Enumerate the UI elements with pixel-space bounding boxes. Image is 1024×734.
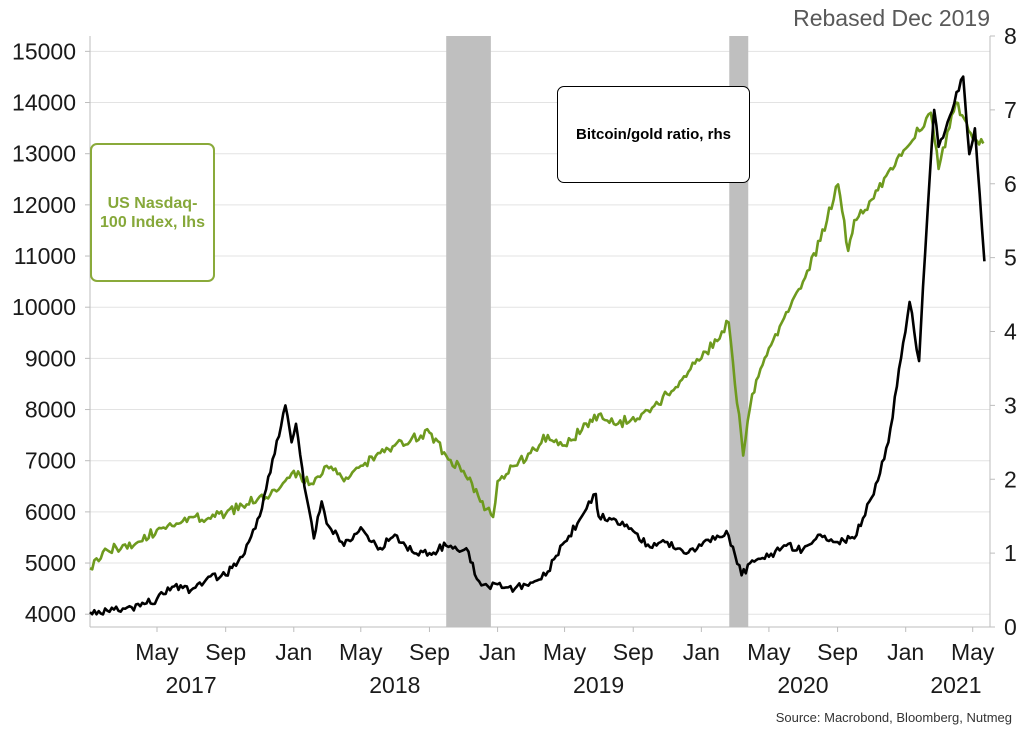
left-tick-label: 4000 — [25, 601, 76, 627]
left-tick-label: 10000 — [12, 294, 76, 320]
right-tick-label: 8 — [1004, 23, 1017, 49]
right-tick-label: 1 — [1004, 540, 1017, 566]
right-tick-label: 0 — [1004, 614, 1017, 640]
x-tick-label: May — [543, 639, 587, 665]
x-tick-label: Sep — [409, 639, 450, 665]
nasdaq-legend-box: US Nasdaq-100 Index, lhs — [90, 143, 215, 282]
left-tick-label: 8000 — [25, 397, 76, 423]
right-tick-label: 6 — [1004, 171, 1017, 197]
left-tick-label: 12000 — [12, 192, 76, 218]
gridlines — [90, 50, 990, 615]
shaded-periods — [446, 36, 749, 627]
series-lines — [89, 75, 986, 616]
left-tick-label: 6000 — [25, 499, 76, 525]
x-tick-label: Jan — [275, 639, 312, 665]
axes — [85, 35, 995, 632]
source-note: Source: Macrobond, Bloomberg, Nutmeg — [776, 710, 1012, 725]
x-tick-label: May — [135, 639, 179, 665]
left-tick-label: 13000 — [12, 141, 76, 167]
left-tick-label: 11000 — [14, 243, 76, 269]
x-tick-label: Sep — [817, 639, 858, 665]
x-year-label: 2017 — [165, 672, 216, 698]
right-tick-label: 5 — [1004, 245, 1017, 271]
x-year-label: 2020 — [777, 672, 828, 698]
x-tick-label: Sep — [613, 639, 654, 665]
x-tick-label: Jan — [887, 639, 924, 665]
x-year-label: 2019 — [573, 672, 624, 698]
right-tick-label: 7 — [1004, 97, 1017, 123]
x-tick-label: Jan — [479, 639, 516, 665]
x-year-label: 2018 — [369, 672, 420, 698]
nasdaq-series-line — [89, 101, 985, 571]
bitcoin-gold-series-line — [89, 75, 986, 616]
bitcoin-legend-label: Bitcoin/gold ratio, rhs — [575, 126, 731, 143]
x-tick-label: Jan — [683, 639, 720, 665]
shaded-period — [446, 36, 491, 627]
shaded-period — [729, 36, 749, 627]
left-tick-label: 9000 — [25, 345, 76, 371]
left-tick-label: 14000 — [12, 90, 76, 116]
x-tick-label: May — [951, 639, 995, 665]
right-tick-label: 4 — [1004, 319, 1017, 345]
x-year-label: 2021 — [930, 672, 981, 698]
right-tick-label: 2 — [1004, 466, 1017, 492]
nasdaq-legend-label: US Nasdaq-100 Index, lhs — [100, 194, 205, 231]
bitcoin-legend-box: Bitcoin/gold ratio, rhs — [557, 86, 750, 183]
x-tick-label: May — [339, 639, 383, 665]
axis-labels: 4000 5000 6000 7000 8000 9000 10000 11000 12000 1… — [12, 23, 1017, 698]
left-tick-label: 7000 — [25, 448, 76, 474]
right-tick-label: 3 — [1004, 392, 1017, 418]
left-tick-label: 5000 — [25, 550, 76, 576]
x-tick-label: Sep — [205, 639, 246, 665]
x-tick-label: May — [747, 639, 791, 665]
left-tick-label: 15000 — [12, 38, 76, 64]
chart-title: Rebased Dec 2019 — [793, 5, 990, 31]
